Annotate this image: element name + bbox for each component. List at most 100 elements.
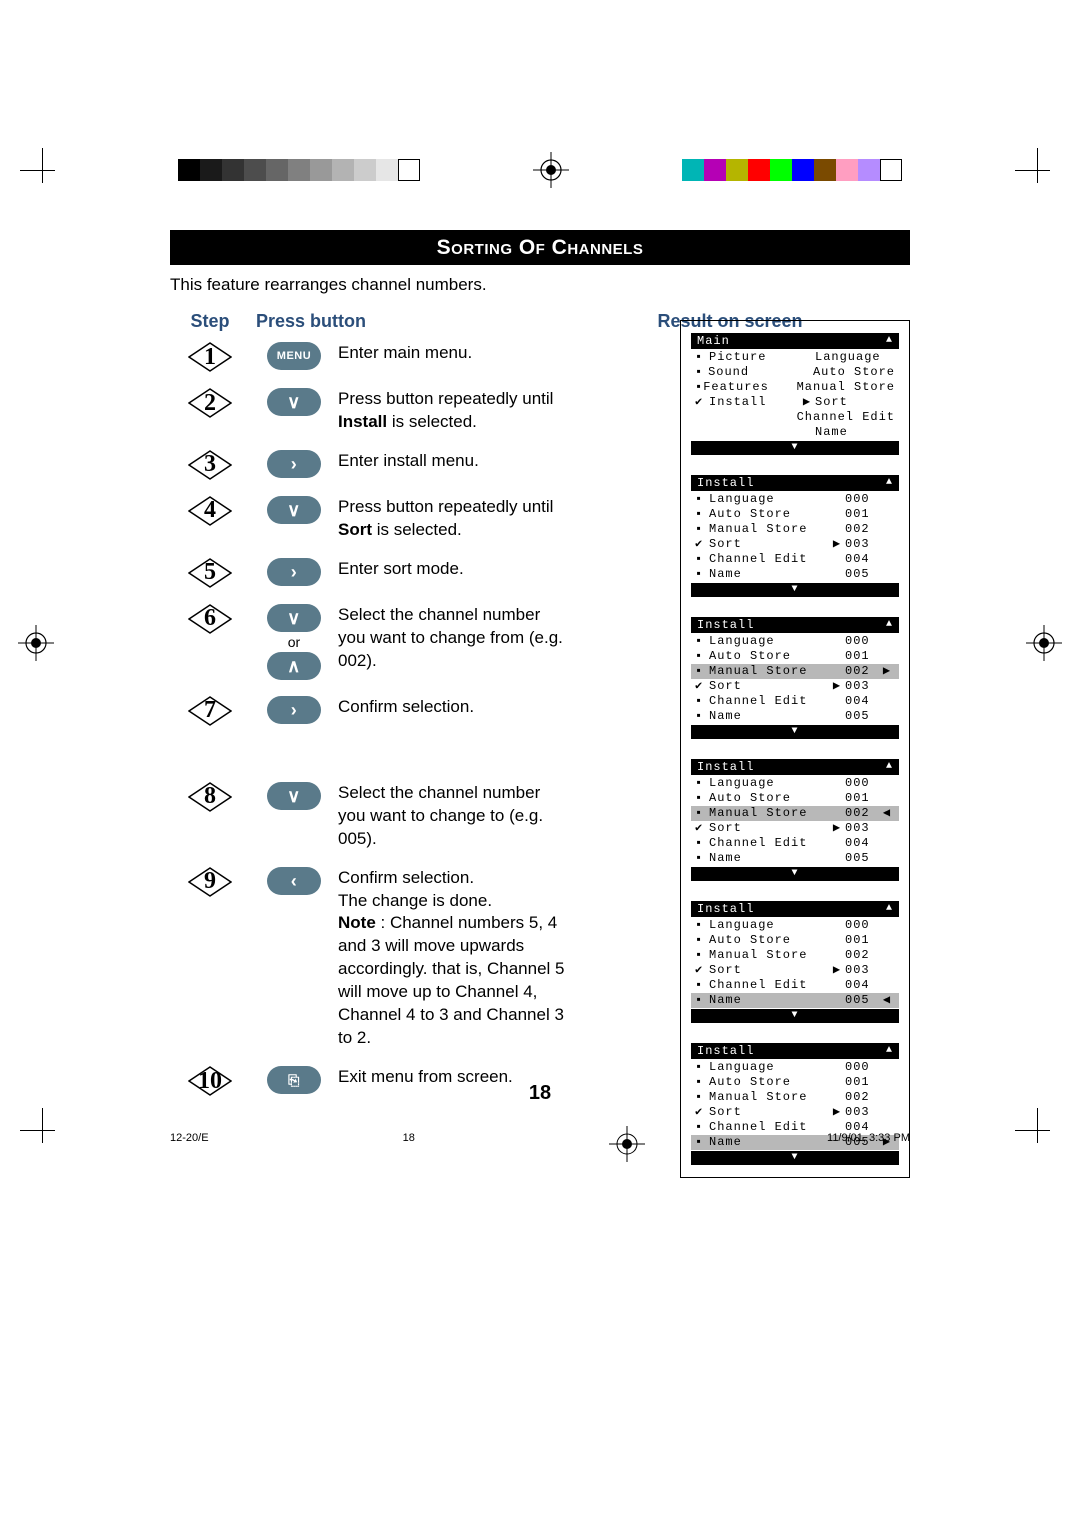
osd-row: ▪Channel Edit004 (691, 694, 899, 709)
step-diamond-icon: 2 (188, 388, 232, 418)
header-press: Press button (250, 311, 550, 332)
remote-button: ∨ (267, 782, 321, 810)
osd-row: ▪Channel Edit004 (691, 552, 899, 567)
osd-footer: ▼ (691, 583, 899, 597)
step-number: 4 (188, 496, 232, 526)
remote-button: ∨ (267, 388, 321, 416)
registration-target-icon (18, 625, 54, 661)
osd-row: ✔Sort▶003 (691, 821, 899, 836)
osd-header: Install▲ (691, 1043, 899, 1059)
osd-row: ▪Auto Store001 (691, 933, 899, 948)
step-number: 1 (188, 342, 232, 372)
step-diamond-icon: 1 (188, 342, 232, 372)
osd-footer: ▼ (691, 867, 899, 881)
step-number: 7 (188, 696, 232, 726)
step-number: 6 (188, 604, 232, 634)
color-ramp (682, 159, 902, 181)
osd-header: Install▲ (691, 759, 899, 775)
osd-row: ▪Name005 (691, 851, 899, 866)
step-description: Enter main menu. (338, 342, 568, 365)
step-description: Select the channel number you want to ch… (338, 782, 568, 851)
osd-row: ✔Sort▶003 (691, 537, 899, 552)
header-step: Step (170, 311, 250, 332)
osd-row: ▪Language000 (691, 1060, 899, 1075)
osd-row: ▪Manual Store002 (691, 948, 899, 963)
osd-row: ✔Sort▶003 (691, 963, 899, 978)
page-content: Sorting Of Channels This feature rearran… (170, 230, 910, 1112)
step-number: 2 (188, 388, 232, 418)
step-description: Select the channel number you want to ch… (338, 604, 568, 673)
osd-row: ▪Auto Store001 (691, 507, 899, 522)
osd-row: ▪Language000 (691, 634, 899, 649)
osd-row: ▪Language000 (691, 918, 899, 933)
osd-row: ▪Auto Store001 (691, 791, 899, 806)
osd-row: ▪Channel Edit004 (691, 978, 899, 993)
osd-menu: Install▲▪Language000▪Auto Store001▪Manua… (691, 759, 899, 881)
osd-menu: Install▲▪Language000▪Auto Store001▪Manua… (691, 617, 899, 739)
section-title: Sorting Of Channels (170, 230, 910, 265)
step-description: Press button repeatedly until Sort is se… (338, 496, 568, 542)
remote-button: MENU (267, 342, 321, 370)
osd-row: ▪Auto Store001 (691, 649, 899, 664)
osd-footer: ▼ (691, 441, 899, 455)
step-number: 8 (188, 782, 232, 812)
osd-row: ▪Manual Store002◀ (691, 806, 899, 821)
page-number: 18 (170, 1082, 910, 1105)
osd-menu: Install▲▪Language000▪Auto Store001▪Manua… (691, 475, 899, 597)
osd-header: Install▲ (691, 617, 899, 633)
crop-mark (20, 148, 65, 193)
registration-row-bottom (0, 1115, 1080, 1145)
remote-button: › (267, 558, 321, 586)
registration-target-icon (533, 152, 569, 188)
osd-row: ▪Channel Edit004 (691, 836, 899, 851)
intro-text: This feature rearranges channel numbers. (170, 275, 910, 295)
remote-button: ∨ (267, 604, 321, 632)
osd-row: Channel Edit (691, 410, 899, 425)
osd-row: ▪Name005 (691, 709, 899, 724)
result-screens: Main▲▪PictureLanguage▪SoundAuto Store▪Fe… (680, 320, 910, 1178)
step-diamond-icon: 8 (188, 782, 232, 812)
osd-header: Install▲ (691, 475, 899, 491)
registration-row-top (0, 155, 1080, 185)
crop-mark (1015, 1108, 1060, 1153)
step-description: Confirm selection. (338, 696, 568, 719)
step-diamond-icon: 5 (188, 558, 232, 588)
step-description: Confirm selection.The change is done.Not… (338, 867, 568, 1051)
gray-ramp (178, 159, 420, 181)
osd-row: ✔Sort▶003 (691, 679, 899, 694)
osd-row: ▪PictureLanguage (691, 350, 899, 365)
osd-header: Install▲ (691, 901, 899, 917)
step-diamond-icon: 3 (188, 450, 232, 480)
osd-row: ▪Name005 (691, 567, 899, 582)
remote-button: ‹ (267, 867, 321, 895)
step-description: Press button repeatedly until Install is… (338, 388, 568, 434)
osd-row: ▪Name005◀ (691, 993, 899, 1008)
step-description: Enter install menu. (338, 450, 568, 473)
osd-row: ▪FeaturesManual Store (691, 380, 899, 395)
osd-row: ▪SoundAuto Store (691, 365, 899, 380)
osd-footer: ▼ (691, 1009, 899, 1023)
osd-row: ▪Language000 (691, 776, 899, 791)
step-number: 5 (188, 558, 232, 588)
osd-row: Name (691, 425, 899, 440)
osd-row: ▪Manual Store002 (691, 522, 899, 537)
remote-button: ∨ (267, 496, 321, 524)
step-number: 3 (188, 450, 232, 480)
step-diamond-icon: 7 (188, 696, 232, 726)
remote-button: › (267, 450, 321, 478)
osd-footer: ▼ (691, 1151, 899, 1165)
registration-target-icon (1026, 625, 1062, 661)
remote-button: › (267, 696, 321, 724)
or-label: or (288, 634, 300, 650)
osd-header: Main▲ (691, 333, 899, 349)
step-diamond-icon: 6 (188, 604, 232, 634)
osd-row: ▪Manual Store002▶ (691, 664, 899, 679)
step-description: Enter sort mode. (338, 558, 568, 581)
remote-button: ∧ (267, 652, 321, 680)
crop-mark (1015, 148, 1060, 193)
osd-footer: ▼ (691, 725, 899, 739)
step-diamond-icon: 4 (188, 496, 232, 526)
osd-menu: Install▲▪Language000▪Auto Store001▪Manua… (691, 901, 899, 1023)
osd-row: ✔Install▶Sort (691, 395, 899, 410)
step-diamond-icon: 9 (188, 867, 232, 897)
